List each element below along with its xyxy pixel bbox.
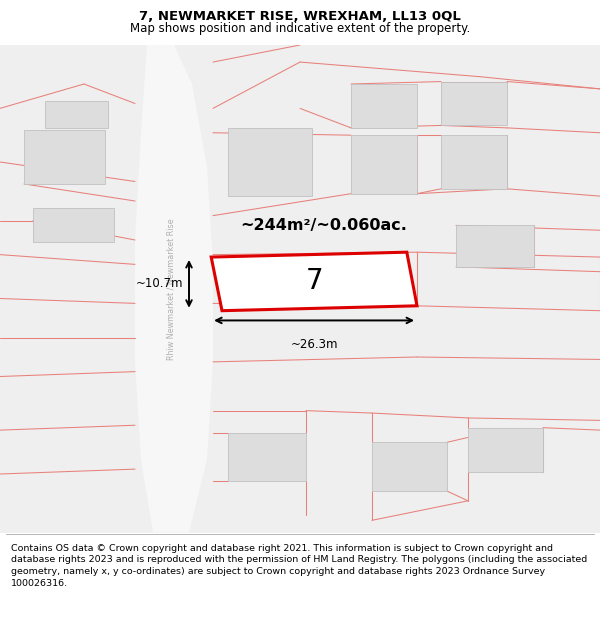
Polygon shape [441,135,507,189]
Polygon shape [351,135,417,194]
Polygon shape [24,130,105,184]
Polygon shape [228,128,312,196]
Text: ~26.3m: ~26.3m [290,338,338,351]
Polygon shape [211,252,417,311]
Text: ~10.7m: ~10.7m [136,278,183,291]
Polygon shape [372,442,447,491]
Polygon shape [33,208,114,242]
Text: Rhiw Newmarket / Newmarket Rise: Rhiw Newmarket / Newmarket Rise [166,218,175,359]
Text: 7: 7 [305,268,323,296]
Text: 7, NEWMARKET RISE, WREXHAM, LL13 0QL: 7, NEWMARKET RISE, WREXHAM, LL13 0QL [139,10,461,23]
Polygon shape [228,432,306,481]
Polygon shape [351,84,417,128]
Polygon shape [441,81,507,126]
Polygon shape [456,226,534,267]
Polygon shape [468,428,543,471]
Text: Contains OS data © Crown copyright and database right 2021. This information is : Contains OS data © Crown copyright and d… [11,544,587,588]
Text: ~244m²/~0.060ac.: ~244m²/~0.060ac. [240,217,407,232]
Text: Map shows position and indicative extent of the property.: Map shows position and indicative extent… [130,22,470,35]
Polygon shape [45,101,108,128]
Polygon shape [135,45,213,532]
